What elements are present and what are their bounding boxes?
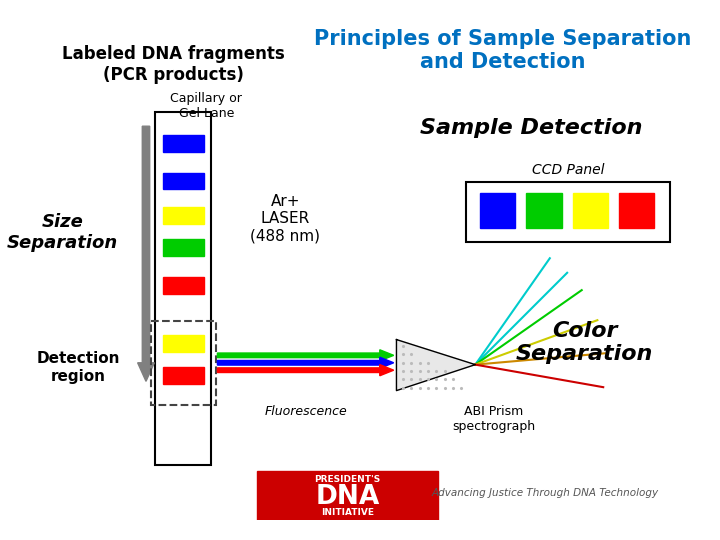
Text: DNA: DNA: [315, 484, 379, 510]
Text: CCD Panel: CCD Panel: [532, 163, 604, 177]
Text: ABI Prism
spectrograph: ABI Prism spectrograph: [452, 404, 536, 433]
Bar: [572, 193, 608, 228]
Bar: [466, 182, 670, 242]
Text: INITIATIVE: INITIATIVE: [321, 509, 374, 517]
Bar: [163, 173, 204, 190]
Text: Ar+
LASER
(488 nm): Ar+ LASER (488 nm): [250, 194, 320, 244]
Bar: [480, 193, 516, 228]
Bar: [526, 193, 562, 228]
Polygon shape: [397, 340, 475, 390]
Text: Size
Separation: Size Separation: [7, 213, 118, 252]
Text: Labeled DNA fragments
(PCR products): Labeled DNA fragments (PCR products): [63, 45, 285, 84]
Text: Advancing Justice Through DNA Technology: Advancing Justice Through DNA Technology: [431, 488, 659, 498]
FancyArrow shape: [217, 364, 394, 376]
Text: Fluorescence: Fluorescence: [265, 404, 348, 417]
Text: Color
Separation: Color Separation: [516, 321, 654, 364]
FancyArrow shape: [217, 350, 394, 361]
Bar: [619, 193, 654, 228]
Text: Principles of Sample Separation
and Detection: Principles of Sample Separation and Dete…: [315, 29, 692, 72]
Bar: [163, 136, 204, 152]
Text: Sample Detection: Sample Detection: [420, 118, 642, 138]
Bar: [163, 239, 204, 256]
Bar: [163, 207, 204, 224]
Text: Detection
region: Detection region: [37, 351, 120, 383]
Text: PRESIDENT'S: PRESIDENT'S: [314, 475, 380, 484]
FancyArrow shape: [217, 357, 394, 368]
Bar: [257, 471, 438, 521]
Bar: [163, 335, 204, 352]
Text: Capillary or
Gel Lane: Capillary or Gel Lane: [171, 92, 242, 120]
Bar: [150, 321, 215, 404]
Bar: [156, 112, 211, 465]
Bar: [163, 367, 204, 384]
FancyArrow shape: [138, 126, 154, 381]
Bar: [163, 278, 204, 294]
